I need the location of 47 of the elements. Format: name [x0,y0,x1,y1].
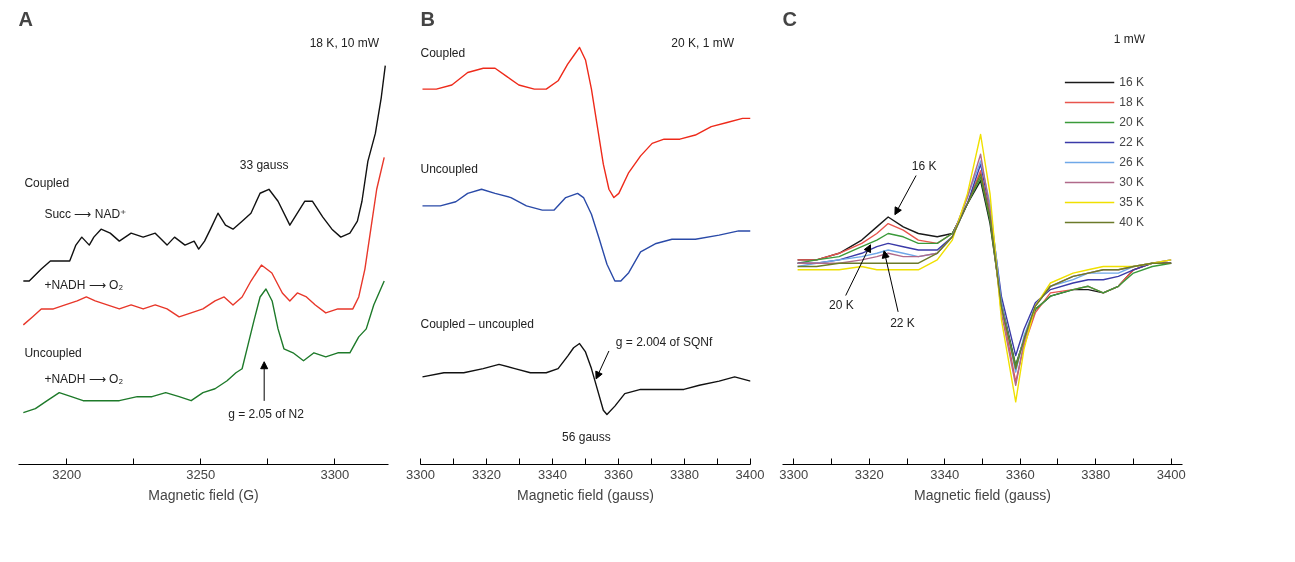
text: 1 mW [1113,32,1146,47]
x-tick-label: 3380 [1081,466,1111,482]
x-tick-label: 3340 [930,466,960,482]
annotation: g = 2.004 of SQNf [615,335,713,350]
x-tick-label: 3360 [1005,466,1035,482]
legend-label: 35 K [1119,195,1144,209]
x-tick-label: 3400 [735,466,765,482]
x-tick-label: 3300 [779,466,809,482]
annotation: Succ ⟶ NAD⁺ [44,207,127,222]
annotation: 16 K [911,158,937,173]
legend-label: 18 K [1119,95,1144,109]
legend-label: 22 K [1119,135,1144,149]
annotation: 20 K [828,297,854,312]
legend-label: 20 K [1119,115,1144,129]
x-tick-label: 3360 [604,466,633,482]
x-tick-label: 3300 [406,466,435,482]
chart-title: C [782,7,797,30]
x-tick-label: 3300 [320,466,350,482]
annotation: Coupled [24,176,70,191]
annotation: Uncoupled [420,162,478,177]
annotation: Coupled [420,45,466,60]
annotation: g = 2.05 of N2 [228,406,305,421]
x-axis-title: Magnetic field (gauss) [517,486,654,503]
x-tick-label: 3250 [186,466,216,482]
annotation: 33 gauss [239,157,289,172]
legend-label: 26 K [1119,155,1144,169]
annotation: +NADH ⟶ O₂ [44,372,124,387]
x-tick-label: 3380 [670,466,699,482]
x-tick-label: 3340 [538,466,567,482]
x-axis-title: Magnetic field (G) [148,486,259,503]
chart-title: B [420,7,435,30]
annotation: 56 gauss [562,429,611,444]
legend-label: 30 K [1119,175,1144,189]
chart-title: A [18,7,33,30]
legend-label: 16 K [1119,75,1144,89]
annotation: 20 K, 1 mW [671,35,735,50]
annotation: Uncoupled [24,346,82,361]
annotation: Coupled – uncoupled [420,316,534,331]
annotation: 22 K [890,316,915,331]
x-tick-label: 3400 [1156,466,1186,482]
x-tick-label: 3320 [472,466,501,482]
annotation: +NADH ⟶ O₂ [44,277,124,292]
legend-label: 40 K [1119,215,1144,229]
x-tick-label: 3200 [52,466,82,482]
x-axis-title: Magnetic field (gauss) [914,486,1051,503]
x-tick-label: 3320 [854,466,884,482]
text: 18 K, 10 mW [309,35,380,50]
